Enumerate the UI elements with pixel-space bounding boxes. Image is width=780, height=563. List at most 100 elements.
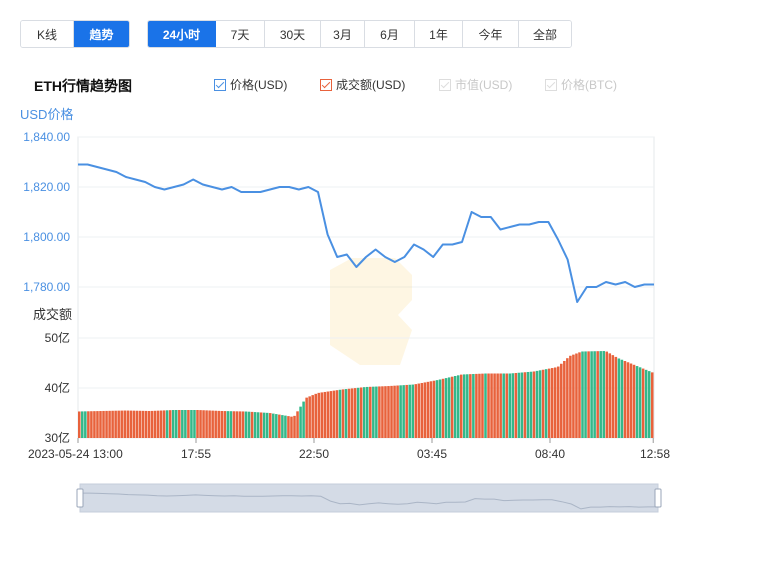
- watermark-logo: [330, 258, 412, 365]
- volume-bar: [293, 415, 296, 438]
- volume-bar: [647, 371, 651, 438]
- legend-item-3[interactable]: 价格(BTC): [545, 76, 617, 93]
- volume-bar: [284, 415, 287, 438]
- range-tab-3[interactable]: 3月: [321, 21, 365, 47]
- volume-bar: [593, 351, 596, 438]
- volume-bar: [117, 410, 120, 438]
- volume-axis-label: 成交额: [33, 307, 72, 322]
- volume-bar: [229, 411, 233, 438]
- view-toggle-group: K线 趋势: [20, 20, 130, 48]
- volume-bar: [490, 373, 493, 438]
- volume-bar: [550, 368, 554, 438]
- volume-bar: [575, 353, 578, 438]
- price-tick-label: 1,800.00: [23, 230, 70, 244]
- range-tab-0[interactable]: 24小时: [148, 21, 216, 47]
- volume-bar: [114, 410, 117, 438]
- volume-bar: [359, 387, 363, 438]
- volume-bar: [420, 382, 424, 438]
- legend-item-2[interactable]: 市值(USD): [439, 76, 512, 93]
- volume-bar: [223, 411, 227, 438]
- chart-title: ETH行情趋势图: [34, 78, 132, 94]
- navigator-left-handle[interactable]: [76, 488, 84, 508]
- volume-bar: [350, 388, 354, 438]
- volume-bar: [147, 410, 151, 438]
- volume-tick-label: 30亿: [45, 430, 70, 445]
- volume-bar: [362, 387, 366, 438]
- volume-bar: [408, 384, 411, 438]
- volume-bar: [153, 410, 157, 438]
- volume-bar: [178, 410, 181, 438]
- volume-bar: [314, 393, 317, 438]
- volume-bar: [502, 373, 505, 438]
- range-tab-7[interactable]: 全部: [519, 21, 571, 47]
- volume-bar: [414, 384, 418, 438]
- volume-bar: [193, 410, 196, 438]
- volume-bar: [432, 380, 436, 438]
- volume-bar: [632, 364, 636, 438]
- volume-bar: [232, 411, 236, 438]
- navigator-window: [79, 483, 659, 513]
- volume-bar: [578, 352, 581, 438]
- volume-bar: [235, 411, 239, 438]
- volume-bar: [144, 410, 148, 438]
- volume-bar: [466, 374, 469, 438]
- volume-bar: [299, 406, 302, 438]
- legend-checkbox-icon[interactable]: [545, 78, 557, 91]
- volume-bar: [496, 373, 499, 438]
- volume-bar: [438, 379, 442, 438]
- navigator-right-handle[interactable]: [654, 488, 662, 508]
- volume-bar: [369, 386, 372, 438]
- volume-bar: [526, 371, 530, 438]
- range-tab-4[interactable]: 6月: [365, 21, 415, 47]
- volume-bar: [244, 411, 248, 438]
- range-tab-1[interactable]: 7天: [216, 21, 265, 47]
- volume-bar: [275, 414, 278, 438]
- volume-bar: [372, 386, 375, 438]
- volume-bar: [463, 374, 466, 438]
- volume-bar: [156, 410, 160, 438]
- volume-bar: [472, 374, 475, 438]
- legend-checkbox-icon[interactable]: [320, 78, 332, 91]
- x-tick-label: 03:45: [417, 447, 447, 461]
- volume-bar: [181, 410, 184, 438]
- range-tab-2[interactable]: 30天: [265, 21, 321, 47]
- volume-bar: [338, 389, 342, 438]
- volume-bar: [487, 373, 490, 438]
- view-tab-0[interactable]: K线: [21, 21, 74, 47]
- volume-bar: [590, 351, 593, 438]
- x-tick-label: 12:58: [640, 447, 670, 461]
- volume-bar: [171, 410, 175, 438]
- legend-item-1[interactable]: 成交额(USD): [320, 76, 405, 93]
- volume-bar: [475, 373, 478, 438]
- volume-bar: [317, 392, 321, 438]
- volume-bar: [347, 388, 351, 438]
- volume-bar: [635, 366, 639, 438]
- volume-bar: [614, 356, 618, 438]
- volume-bar: [411, 384, 415, 438]
- price-tick-label: 1,820.00: [23, 180, 70, 194]
- price-tick-label: 1,780.00: [23, 280, 70, 294]
- volume-bar: [296, 411, 299, 438]
- time-range-group: 24小时 7天 30天 3月 6月 1年 今年 全部: [147, 20, 572, 48]
- legend-item-0[interactable]: 价格(USD): [214, 76, 287, 93]
- price-axis-label: USD价格: [20, 107, 73, 122]
- volume-bar: [560, 363, 563, 438]
- legend-checkbox-icon[interactable]: [439, 78, 451, 91]
- volume-bar: [447, 377, 451, 438]
- volume-bar: [581, 351, 584, 438]
- range-tab-5[interactable]: 1年: [415, 21, 463, 47]
- volume-bar: [402, 385, 405, 438]
- volume-bar: [393, 385, 396, 438]
- volume-bar: [508, 373, 512, 438]
- range-tab-6[interactable]: 今年: [463, 21, 519, 47]
- volume-bar: [520, 372, 524, 438]
- volume-bar: [553, 367, 557, 438]
- x-tick-label: 17:55: [181, 447, 211, 461]
- volume-bar: [381, 386, 384, 438]
- volume-bar: [623, 361, 627, 438]
- view-tab-1[interactable]: 趋势: [74, 21, 129, 47]
- volume-bar: [563, 360, 566, 438]
- volume-bar: [96, 411, 99, 438]
- volume-bar: [366, 386, 369, 438]
- legend-checkbox-icon[interactable]: [214, 78, 226, 91]
